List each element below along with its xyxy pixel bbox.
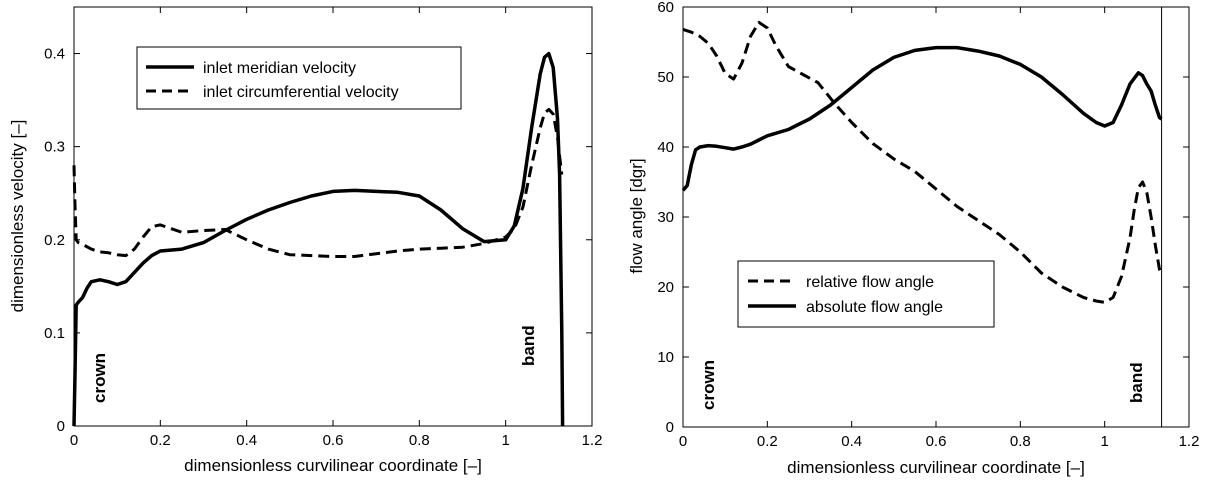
flow-angle-legend-box xyxy=(737,260,995,328)
velocity-series xyxy=(72,51,565,427)
flow-angle-x-tick-label: 0.6 xyxy=(926,433,947,450)
velocity-y-axis-label: dimensionless velocity [–] xyxy=(8,120,27,313)
velocity-y-tick-label: 0.1 xyxy=(44,325,65,342)
flow-angle-legend-label-absolute: absolute flow angle xyxy=(806,299,943,316)
velocity-series-dashed-line xyxy=(72,107,564,258)
flow-angle-x-tick-label: 1 xyxy=(1100,433,1108,450)
flow-angle-y-tick-label: 0 xyxy=(666,419,674,436)
flow-angle-x-axis-label: dimensionless curvilinear coordinate [–] xyxy=(787,458,1085,477)
velocity-panel: 0 0.2 0.4 0.6 0.8 1 1.2 0 0.1 0.2 0.3 0.4 dimensio… xyxy=(8,6,603,475)
velocity-x-tick-label: 1.2 xyxy=(582,432,603,449)
flow-angle-band-annotation: band xyxy=(1127,362,1146,403)
flow-angle-x-tick-label: 0 xyxy=(679,433,687,450)
flow-angle-x-tick-label: 0.4 xyxy=(841,433,862,450)
flow-angle-x-tick-label: 0.8 xyxy=(1010,433,1031,450)
velocity-legend: inlet meridian velocity inlet circumfere… xyxy=(136,46,462,110)
flow-angle-series-dashed-line xyxy=(682,20,1163,304)
velocity-x-tick-label: 0 xyxy=(70,432,78,449)
flow-angle-y-axis-label: flow angle [dgr] xyxy=(627,158,646,273)
flow-angle-series xyxy=(681,20,1163,304)
flow-angle-y-tick-label: 60 xyxy=(657,0,674,16)
flow-angle-legend: relative flow angle absolute flow angle xyxy=(737,260,995,328)
velocity-legend-label-meridian: inlet meridian velocity xyxy=(203,60,356,77)
velocity-y-tick-label: 0.3 xyxy=(44,139,65,156)
flow-angle-y-tick-label: 20 xyxy=(657,279,674,296)
velocity-y-tick-label: 0.4 xyxy=(44,46,65,63)
velocity-y-tick-label: 0.2 xyxy=(44,232,65,249)
velocity-legend-label-circumferential: inlet circumferential velocity xyxy=(203,84,399,101)
flow-angle-plot-frame xyxy=(682,6,1190,428)
flow-angle-series-solid-line xyxy=(681,45,1163,192)
flow-angle-y-tick-label: 30 xyxy=(657,209,674,226)
velocity-series-solid-line xyxy=(72,51,565,427)
velocity-x-tick-label: 0.2 xyxy=(150,432,171,449)
velocity-x-tick-label: 0.6 xyxy=(323,432,344,449)
velocity-y-ticks: 0 0.1 0.2 0.3 0.4 xyxy=(44,46,592,435)
velocity-x-tick-label: 0.8 xyxy=(409,432,430,449)
velocity-x-tick-label: 1 xyxy=(501,432,509,449)
flow-angle-y-tick-label: 40 xyxy=(657,139,674,156)
flow-angle-x-tick-label: 0.2 xyxy=(757,433,778,450)
flow-angle-panel: 0 0.2 0.4 0.6 0.8 1 1.2 0 10 20 30 40 50 60 dimensio… xyxy=(627,0,1199,477)
velocity-x-tick-label: 0.4 xyxy=(236,432,257,449)
velocity-legend-box xyxy=(136,46,462,110)
flow-angle-y-ticks: 0 10 20 30 40 50 60 xyxy=(657,0,1189,436)
velocity-band-annotation: band xyxy=(519,325,538,366)
flow-angle-legend-label-relative: relative flow angle xyxy=(806,274,934,291)
flow-angle-crown-annotation: crown xyxy=(699,360,718,410)
flow-angle-y-tick-label: 10 xyxy=(657,349,674,366)
flow-angle-x-ticks: 0 0.2 0.4 0.6 0.8 1 1.2 xyxy=(679,7,1200,450)
flow-angle-x-tick-label: 1.2 xyxy=(1179,433,1200,450)
velocity-x-ticks: 0 0.2 0.4 0.6 0.8 1 1.2 xyxy=(70,7,603,449)
flow-angle-y-tick-label: 50 xyxy=(657,69,674,86)
velocity-x-axis-label: dimensionless curvilinear coordinate [–] xyxy=(184,456,482,475)
velocity-y-tick-label: 0 xyxy=(57,418,65,435)
velocity-crown-annotation: crown xyxy=(90,353,109,403)
